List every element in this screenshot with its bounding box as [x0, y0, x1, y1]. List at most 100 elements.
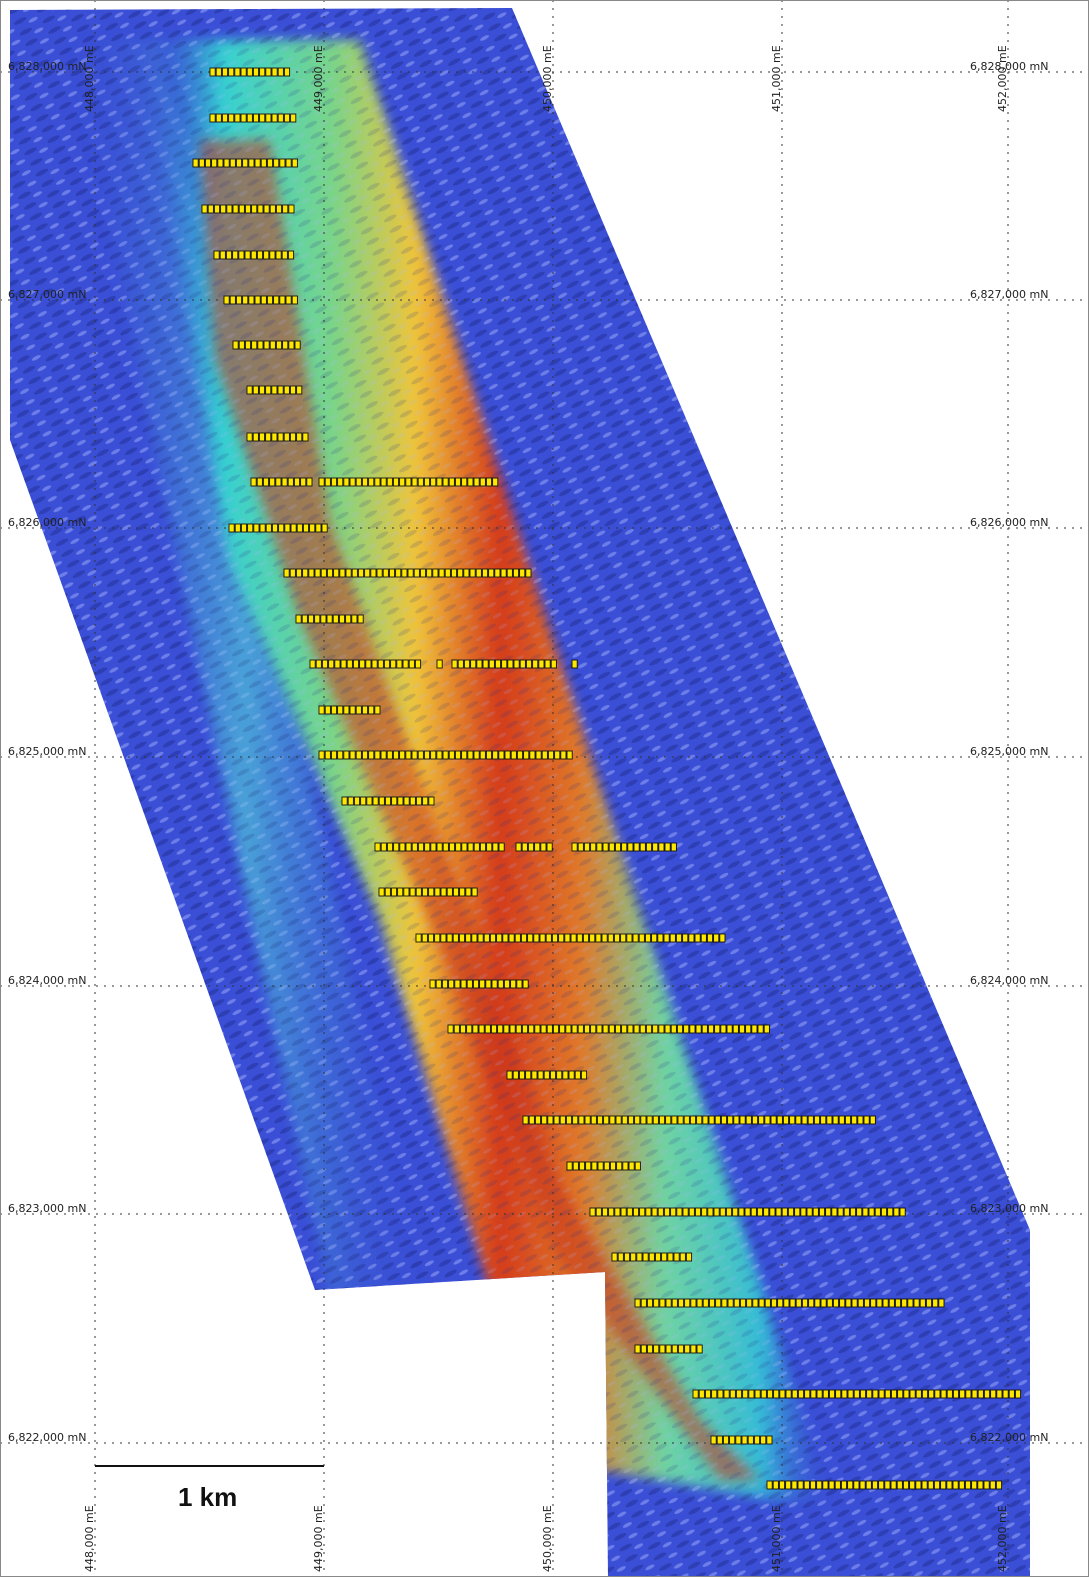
sample-point — [269, 477, 276, 487]
sample-point — [669, 933, 676, 943]
sample-point — [448, 979, 455, 989]
sample-point — [535, 750, 542, 760]
sample-point — [440, 933, 447, 943]
sample-point — [679, 1252, 686, 1262]
sample-point — [590, 842, 597, 852]
sample-point — [279, 295, 286, 305]
sample-point — [633, 1024, 640, 1034]
sample-point — [915, 1389, 922, 1399]
sample-point — [683, 1024, 690, 1034]
sample-point — [698, 1389, 705, 1399]
sample-point — [843, 1207, 850, 1217]
northing-label-right: 6,827,000 mN — [970, 288, 1048, 301]
sample-point — [397, 887, 404, 897]
sample-point — [459, 1024, 467, 1034]
sample-point — [620, 1207, 627, 1217]
sample-point — [492, 750, 499, 760]
sample-point — [207, 204, 214, 214]
sample-point — [711, 1389, 718, 1399]
sample-point — [228, 113, 235, 123]
sample-point — [539, 933, 546, 943]
sample-point — [277, 432, 284, 442]
northing-label-left: 6,826,000 mN — [8, 516, 86, 529]
sample-point — [436, 659, 443, 669]
sample-point — [882, 1298, 889, 1308]
sample-point — [726, 1024, 733, 1034]
sample-point — [1014, 1389, 1022, 1399]
sample-point — [399, 750, 406, 760]
sample-point — [390, 659, 397, 669]
sample-point — [752, 1298, 759, 1308]
sample-point — [256, 250, 264, 260]
sample-point — [727, 1298, 734, 1308]
sample-point — [448, 842, 456, 852]
sample-point — [801, 1115, 808, 1125]
sample-point — [259, 523, 266, 533]
sample-point — [603, 1115, 610, 1125]
sample-point — [521, 1024, 529, 1034]
sample-point — [866, 1389, 873, 1399]
sample-point — [330, 477, 338, 487]
sample-point — [469, 568, 476, 578]
sample-point — [729, 1435, 736, 1445]
sample-point — [884, 1389, 891, 1399]
sample-point — [228, 67, 235, 77]
sample-point — [326, 614, 333, 624]
sample-point — [708, 1298, 716, 1308]
sample-point — [640, 1115, 647, 1125]
sample-point — [314, 614, 321, 624]
sample-point — [440, 887, 447, 897]
sample-point — [516, 750, 524, 760]
sample-point — [374, 705, 381, 715]
sample-point — [946, 1480, 953, 1490]
sample-point — [374, 477, 381, 487]
sample-point — [265, 67, 272, 77]
easting-label-bottom: 450,000 mE — [541, 1505, 554, 1572]
sample-point — [591, 1161, 598, 1171]
sample-point — [870, 1298, 877, 1308]
sample-point — [722, 1435, 730, 1445]
sample-point — [627, 842, 634, 852]
sample-point — [397, 796, 404, 806]
sample-point — [871, 1480, 879, 1490]
sample-point — [510, 979, 517, 989]
sample-point — [537, 1070, 544, 1080]
sample-point — [413, 568, 420, 578]
sample-point — [654, 1252, 662, 1262]
sample-point — [378, 796, 385, 806]
sample-point — [797, 1480, 804, 1490]
sample-point — [351, 568, 358, 578]
sample-point — [349, 705, 356, 715]
sample-point — [570, 933, 577, 943]
sample-point — [880, 1207, 888, 1217]
sample-point — [634, 1115, 641, 1125]
sample-point — [989, 1480, 996, 1490]
sample-point — [708, 1115, 715, 1125]
sample-point — [488, 568, 495, 578]
sample-point — [281, 477, 288, 487]
sample-point — [812, 1207, 819, 1217]
sample-point — [940, 1389, 947, 1399]
sample-point — [783, 1298, 790, 1308]
sample-point — [721, 1298, 728, 1308]
sample-point — [467, 842, 474, 852]
sample-point — [321, 523, 328, 533]
sample-point — [714, 1115, 721, 1125]
sample-point — [307, 614, 315, 624]
sample-point — [250, 477, 257, 487]
sample-point — [380, 842, 387, 852]
sample-point — [932, 1298, 939, 1308]
sample-point — [560, 750, 567, 760]
sample-point — [209, 113, 216, 123]
sample-point — [851, 1115, 858, 1125]
sample-point — [628, 1161, 635, 1171]
sample-point — [645, 1024, 653, 1034]
sample-point — [676, 1024, 684, 1034]
sample-point — [663, 933, 670, 943]
sample-point — [232, 250, 239, 260]
sample-point — [507, 659, 514, 669]
sample-point — [577, 842, 584, 852]
sample-points — [192, 67, 1022, 1490]
sample-point — [651, 1207, 658, 1217]
sample-point — [460, 979, 467, 989]
